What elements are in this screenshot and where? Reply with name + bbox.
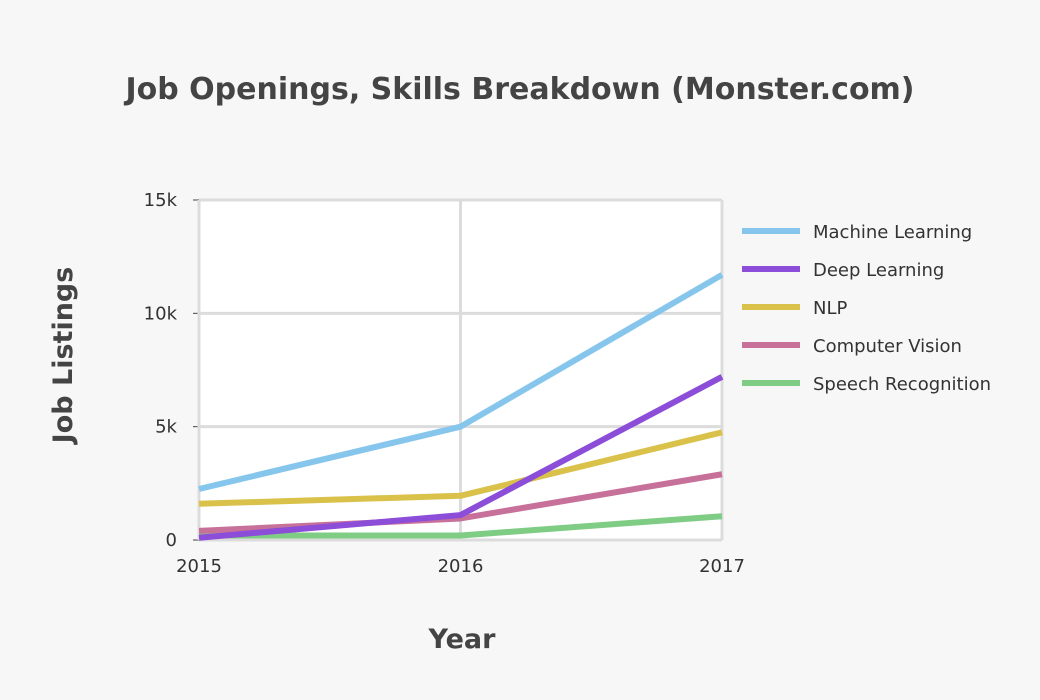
y-tick-label: 5k xyxy=(155,417,177,438)
chart-title: Job Openings, Skills Breakdown (Monster.… xyxy=(123,72,914,107)
series-line-machine-learning xyxy=(198,272,724,492)
series-line-nlp xyxy=(198,429,723,507)
legend-label-nlp: NLP xyxy=(813,298,847,319)
legend-label-machine-learning: Machine Learning xyxy=(813,222,972,243)
y-tick-label: 10k xyxy=(144,303,178,324)
x-axis-title: Year xyxy=(428,624,497,655)
y-tick-label: 0 xyxy=(166,530,177,551)
legend-label-speech-recognition: Speech Recognition xyxy=(813,374,991,395)
series-line-speech-recognition xyxy=(199,513,723,539)
legend-label-computer-vision: Computer Vision xyxy=(813,336,962,357)
plot-area: 0 5k 10k 15k 2015 2016 2017 xyxy=(144,190,745,577)
legend: Machine Learning Deep Learning NLP Computer… xyxy=(742,222,991,395)
y-axis-title: Job Listings xyxy=(48,267,79,446)
series-line-deep-learning xyxy=(198,374,724,541)
x-tick-label: 2017 xyxy=(699,556,745,577)
series-line-computer-vision xyxy=(198,471,723,534)
x-tick-label: 2015 xyxy=(176,556,222,577)
legend-label-deep-learning: Deep Learning xyxy=(813,260,944,281)
x-tick-label: 2016 xyxy=(438,556,484,577)
y-tick-label: 15k xyxy=(144,190,178,211)
